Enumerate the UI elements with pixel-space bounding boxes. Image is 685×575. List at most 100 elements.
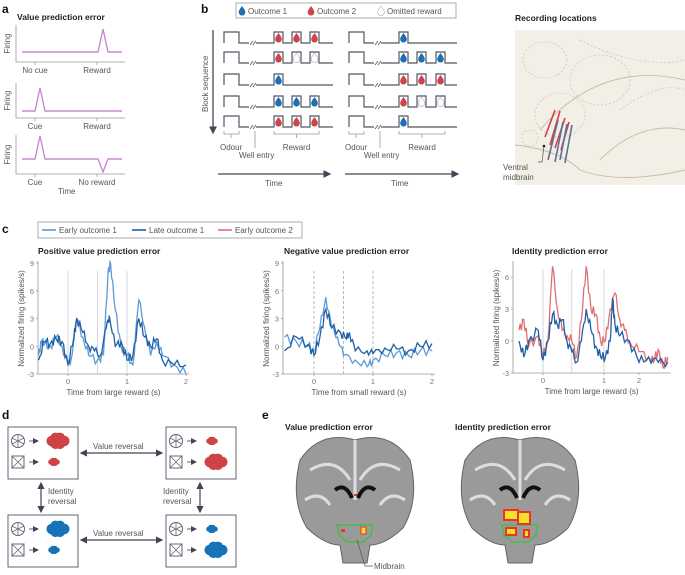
series-line-early-outcome-1 (284, 297, 433, 368)
series-line-early-outcome-1 (37, 259, 187, 375)
odour-pulse (223, 95, 249, 108)
chart-title: Identity prediction error (512, 246, 609, 256)
odour-box-cross (169, 455, 183, 469)
legend-late-outcome-1-label: Late outcome 1 (149, 226, 205, 235)
activation (503, 509, 519, 521)
legend-box-b (235, 2, 457, 19)
odour-bracket (223, 131, 240, 138)
identity-label-left-1: Identity (48, 487, 74, 496)
brain-atlas-section (515, 30, 685, 185)
firing-axis-label: Firing (3, 90, 12, 110)
outcome-blob (208, 547, 219, 559)
activation (354, 494, 357, 496)
midbrain-label-e: Midbrain (374, 562, 405, 571)
activation (517, 511, 531, 525)
x-tick-label: 0 (312, 377, 316, 386)
odour-box-icon (169, 543, 183, 557)
odour-wheel-spokes (11, 522, 25, 536)
chart-2: Negative value prediction error -3 0 3 6 9 0 1 2… (262, 246, 435, 397)
panel-b: b Outcome 1 Outcome 2 Omitted reward Block… (201, 2, 460, 188)
panel-e-title-right: Identity prediction error (455, 422, 552, 432)
condition-box-frame (7, 514, 79, 568)
panel-e: e Value prediction error Identity predic… (262, 408, 580, 571)
odour-box-icon (11, 455, 25, 469)
panel-a-axes (15, 83, 125, 119)
outcome-2-drop-icon (293, 117, 300, 127)
panel-label-b: b (201, 2, 208, 16)
odour-pulse (223, 115, 249, 128)
outcome-blob (208, 527, 214, 534)
x-tick-label-left: No cue (22, 66, 48, 75)
activation (341, 529, 345, 532)
x-tick-label: 2 (637, 376, 641, 385)
y-axis-label: Normalized firing (spikes/s) (492, 269, 501, 366)
odour-pulse (223, 51, 249, 64)
identity-label-right-2: reversal (163, 497, 192, 506)
midbrain-pointer-e (356, 539, 373, 567)
outcome-1-drop-icon (293, 97, 300, 107)
outcome-1-drop-icon (400, 53, 407, 63)
break-icon (249, 124, 257, 130)
condition-box (7, 426, 79, 480)
omitted-reward-drop-icon (377, 5, 385, 16)
chart-title: Positive value prediction error (38, 246, 161, 256)
reward-signal (381, 115, 457, 128)
reward-signal (256, 115, 333, 128)
outcome-1-drop-icon (400, 117, 407, 127)
legend-box-c (37, 221, 303, 239)
x-axis-label: Time from large reward (s) (66, 388, 160, 397)
outcome-2-drop-icon (275, 53, 282, 63)
odour-pulse (348, 31, 374, 44)
brain-identity-pe (460, 437, 580, 564)
x-tick-label-right: Reward (83, 66, 111, 75)
reward-bracket (398, 131, 446, 138)
outcome-1-drop-icon (275, 75, 282, 85)
white-matter (304, 440, 406, 506)
outcome-blob (50, 548, 56, 555)
odour-box-cross (169, 543, 183, 557)
value-reversal-label-bottom: Value reversal (93, 529, 144, 538)
outcome-1-drop-icon (418, 53, 425, 63)
panel-a-axes (15, 25, 125, 63)
x-tick-label-left: Cue (28, 178, 43, 187)
x-axis-label: Time from large reward (s) (545, 387, 639, 396)
y-tick-label: -3 (27, 370, 34, 379)
outcome-1-drop-icon (238, 6, 246, 16)
odour-wheel-spokes (169, 434, 183, 448)
y-tick-label: 6 (30, 287, 34, 296)
brain-value-pe (295, 437, 415, 564)
block-sequence-label: Block sequence (201, 55, 210, 112)
x-tick-label: 2 (430, 377, 434, 386)
legend-label: Outcome 2 (317, 7, 357, 16)
chart-3: Identity prediction error -3 0 3 6 0 1 2 Time fr… (492, 246, 671, 396)
odour-label: Odour (220, 143, 243, 152)
legend-label: Outcome 1 (248, 7, 288, 16)
firing-trace (22, 28, 122, 53)
ventricles (498, 485, 542, 499)
break-icon (249, 82, 257, 88)
outcome-2-drop-icon (311, 117, 318, 127)
chart-1: Positive value prediction error -3 0 3 6 9 0 1 2… (17, 246, 189, 397)
odour-pulse (348, 95, 374, 108)
outcome-blob (208, 439, 214, 446)
x-tick-label-right: Reward (83, 122, 111, 131)
y-tick-label: -3 (502, 369, 509, 378)
panel-a-axes (15, 135, 125, 175)
y-tick-label: 9 (30, 259, 34, 268)
outcome-1-drop-icon (275, 97, 282, 107)
legend-label: Omitted reward (387, 7, 442, 16)
x-tick-label-right: No reward (79, 178, 116, 187)
break-icon (249, 40, 257, 46)
break-icon (249, 60, 257, 66)
panel-label-c: c (2, 222, 9, 236)
firing-axis-label: Firing (3, 144, 12, 164)
y-tick-label: 0 (505, 337, 509, 346)
outcome-2-drop-icon (437, 75, 444, 85)
panel-e-title-left: Value prediction error (285, 422, 374, 432)
panel-label-e: e (262, 408, 269, 422)
outcome-2-drop-icon (418, 75, 425, 85)
reward-bracket (273, 131, 320, 138)
outcome-blob (50, 526, 61, 538)
ventricles (333, 485, 377, 499)
condition-box (165, 426, 237, 480)
